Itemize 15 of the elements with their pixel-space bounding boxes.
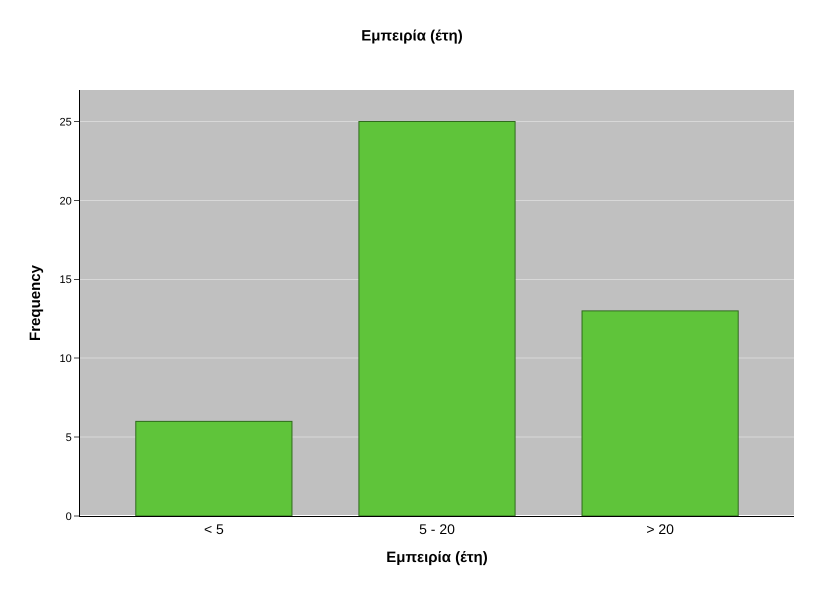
x-tick-label: > 20 — [646, 520, 674, 537]
x-tick-label: < 5 — [204, 520, 224, 537]
bar — [358, 121, 516, 516]
y-tick-label: 20 — [60, 195, 72, 208]
x-tick-label: 5 - 20 — [419, 520, 456, 537]
y-tick-label: 15 — [60, 274, 72, 286]
bar — [135, 420, 292, 516]
bar — [582, 310, 739, 516]
y-tick-label: 10 — [60, 353, 72, 366]
y-tick-label: 0 — [66, 510, 72, 523]
y-tick-label: 5 — [66, 432, 72, 444]
y-tick-label: 25 — [60, 116, 72, 128]
y-axis-title: Frequency — [26, 264, 44, 341]
x-axis-title: Εμπειρία (έτη) — [386, 548, 488, 566]
chart-title: Εμπειρία (έτη) — [361, 27, 463, 44]
